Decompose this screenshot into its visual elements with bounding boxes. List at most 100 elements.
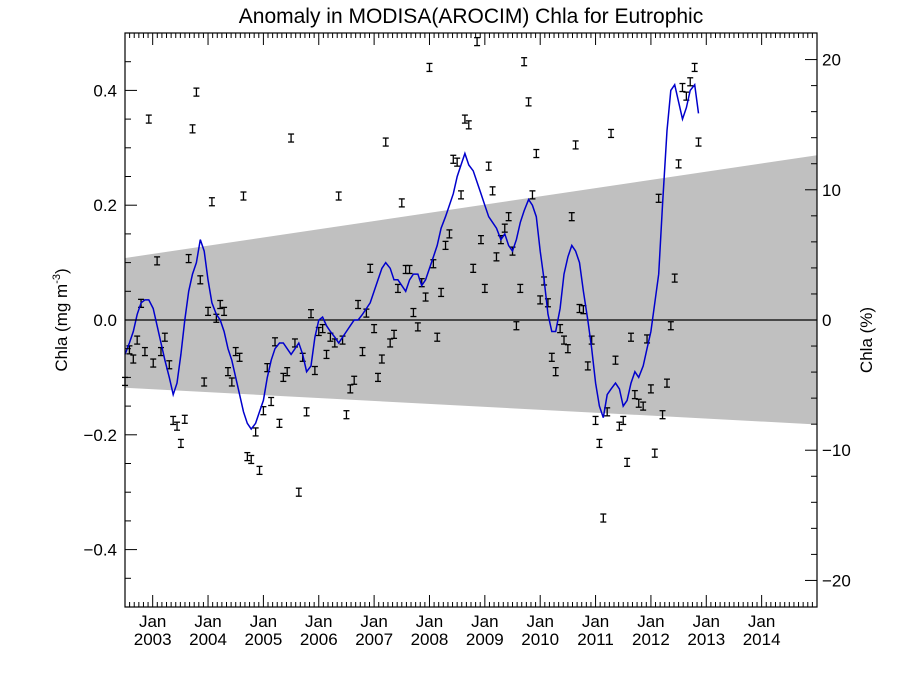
data-point [458,190,465,200]
x-tick-year-label: 2012 [632,630,670,649]
data-point [493,252,500,262]
data-point [228,377,235,387]
data-point [351,375,358,385]
data-point [224,367,231,377]
data-point [240,191,247,201]
data-point [145,114,152,124]
data-point [181,414,188,424]
y2-tick-label: −20 [822,571,851,590]
data-point [398,198,405,208]
data-point [426,62,433,73]
x-tick-month-label: Jan [139,612,166,631]
data-point [584,361,591,371]
data-point [367,263,374,273]
data-point [442,240,449,251]
data-point [501,223,508,233]
x-tick-month-label: Jan [526,612,553,631]
data-point [150,358,157,368]
data-point [624,457,631,468]
y-tick-label: −0.4 [83,541,117,560]
data-point [130,354,137,364]
x-tick-month-label: Jan [693,612,720,631]
plot-area: −0.4−0.20.00.20.4−20−1001020Jan2003Jan20… [83,32,851,649]
data-point [687,77,694,87]
data-point [236,352,243,362]
data-point [651,448,658,458]
data-point [525,97,532,107]
data-point [374,372,381,383]
y-tick-label: 0.4 [93,81,117,100]
data-point [533,148,540,159]
data-point [612,355,619,365]
x-tick-month-label: Jan [582,612,609,631]
x-tick-year-label: 2008 [411,630,449,649]
data-point [359,346,366,357]
data-point [311,365,318,376]
x-tick-month-label: Jan [416,612,443,631]
data-point [280,372,287,383]
x-tick-month-label: Jan [250,612,277,631]
y-axis-label: Chla (mg m-3) [51,268,71,371]
x-tick-year-label: 2013 [687,630,725,649]
data-point [161,332,168,342]
data-point [205,306,212,317]
data-point [557,323,564,334]
data-point [438,287,445,298]
data-point [126,345,133,355]
data-point [647,384,654,394]
x-tick-year-label: 2004 [189,630,227,649]
data-point [303,407,310,417]
x-tick-month-label: Jan [637,612,664,631]
x-tick-month-label: Jan [471,612,498,631]
data-point [382,137,389,147]
series-line [124,82,700,431]
data-point [394,283,401,294]
data-point [608,128,615,139]
data-point [343,410,350,420]
x-tick-year-label: 2010 [521,630,559,649]
y-axis-label-main: Chla (mg m [52,284,71,372]
data-point [474,36,481,47]
data-point [295,487,302,497]
data-point [576,303,583,314]
data-point [430,259,437,269]
data-point [189,124,196,134]
data-point [537,295,544,305]
y2-tick-label: 0 [822,311,831,330]
data-point [616,421,623,431]
y-tick-label: 0.0 [93,311,117,330]
data-point [470,263,477,273]
y-axis-label-close: ) [52,268,71,274]
data-point [548,352,555,362]
data-point [154,256,161,266]
data-point [217,299,224,310]
data-point [620,415,627,426]
x-tick-year-label: 2007 [355,630,393,649]
data-point [450,154,457,164]
data-point [174,421,181,431]
data-point [568,212,575,222]
data-point [391,329,398,340]
x-tick-year-label: 2011 [577,630,614,649]
data-point [489,186,496,196]
data-point [659,410,666,420]
data-point [355,299,362,310]
data-point [434,332,441,342]
data-point [477,234,484,245]
data-point [244,451,251,462]
y2-tick-label: −10 [822,441,851,460]
data-point [288,133,295,143]
data-point [667,321,674,331]
data-point [627,332,634,342]
y-tick-label: −0.2 [83,426,117,445]
x-tick-year-label: 2003 [134,630,172,649]
data-point [185,253,192,264]
data-point [193,87,200,97]
data-point [675,159,682,169]
data-point [529,190,536,200]
data-point [323,349,330,360]
data-point [141,346,148,357]
confidence-band [125,155,817,425]
data-point [663,378,670,388]
